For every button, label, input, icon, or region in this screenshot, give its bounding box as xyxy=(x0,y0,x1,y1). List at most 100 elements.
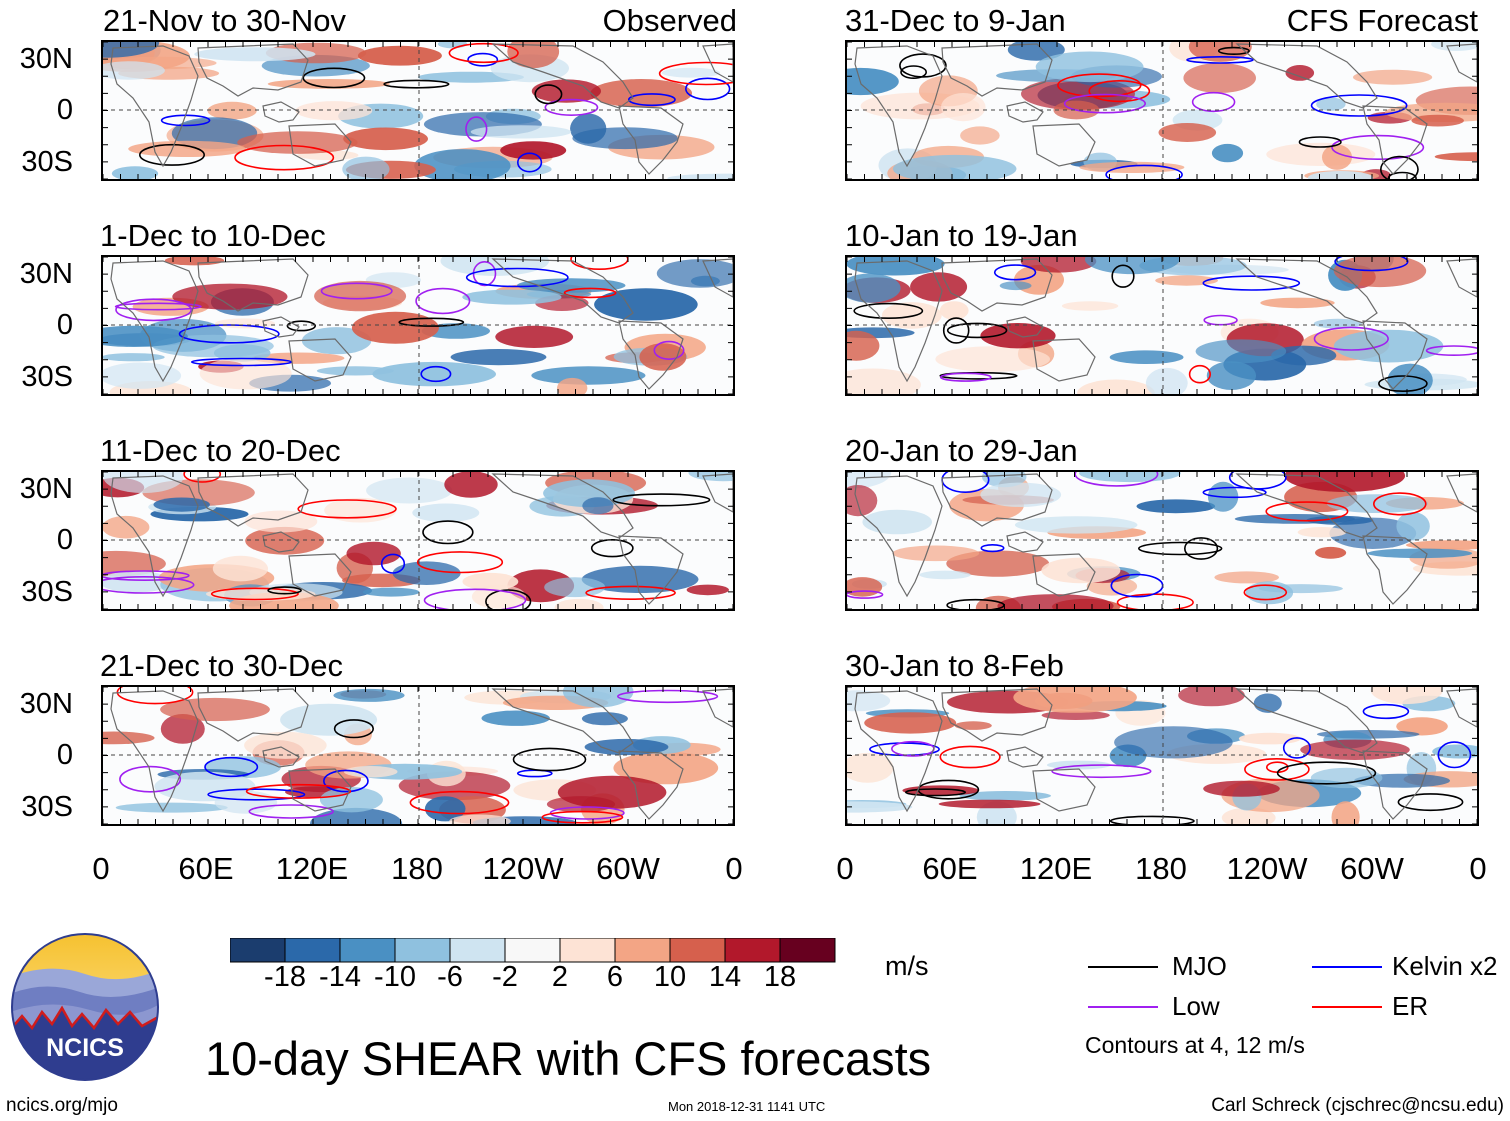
shear-anomaly xyxy=(1396,512,1430,541)
coastline xyxy=(288,768,352,812)
panel-title-4: 21-Dec to 30-Dec xyxy=(100,648,343,683)
shear-anomaly xyxy=(1014,516,1138,534)
contour-line xyxy=(942,317,970,344)
contour-line xyxy=(1109,815,1195,824)
shear-anomaly xyxy=(667,173,733,179)
shear-anomaly xyxy=(847,752,894,783)
colorbar-label: -14 xyxy=(319,961,361,993)
shear-anomaly xyxy=(237,131,358,154)
lat-label-30s: 30S xyxy=(21,791,73,823)
shear-anomaly xyxy=(444,472,498,498)
shear-anomaly xyxy=(959,791,1051,801)
colorbar-swatch xyxy=(284,938,341,963)
shear-anomaly xyxy=(1077,379,1155,394)
shear-anomaly xyxy=(343,127,428,151)
shear-anomaly xyxy=(1079,472,1181,483)
shear-anomaly xyxy=(960,126,1000,145)
shear-anomaly xyxy=(639,343,687,371)
shear-anomaly xyxy=(244,510,318,533)
contour-line xyxy=(267,586,302,595)
contour-line xyxy=(116,687,194,705)
contour-line xyxy=(1191,91,1236,113)
shear-anomaly xyxy=(661,67,721,78)
shear-anomaly xyxy=(1195,339,1287,364)
contour-line xyxy=(1202,486,1267,499)
shear-anomaly xyxy=(594,288,698,321)
cfs-forecast-label: CFS Forecast xyxy=(1286,3,1478,38)
coastline xyxy=(854,45,943,168)
coastline xyxy=(1362,535,1428,605)
shear-anomaly xyxy=(1136,499,1216,514)
contour-line xyxy=(1051,764,1152,779)
colorbar-swatch xyxy=(559,938,616,963)
contour-line xyxy=(422,520,474,545)
contour-line xyxy=(320,282,393,300)
shear-map xyxy=(847,257,1477,394)
shear-anomaly xyxy=(847,257,945,276)
contour-line xyxy=(1437,741,1472,769)
shear-anomaly xyxy=(207,101,257,120)
colorbar-label: 10 xyxy=(653,961,687,993)
shear-anomaly xyxy=(999,281,1032,291)
shear-anomaly xyxy=(1406,540,1477,550)
colorbar-swatch xyxy=(230,938,286,963)
shear-anomaly xyxy=(847,801,913,813)
shear-anomaly xyxy=(470,125,572,139)
author-credit: Carl Schreck (cjschrec@ncsu.edu) xyxy=(1211,1095,1504,1116)
shear-anomaly xyxy=(939,301,969,320)
colorbar-swatch xyxy=(449,938,506,963)
shear-anomaly xyxy=(686,584,729,596)
lat-label-30n: 30N xyxy=(19,258,73,290)
shear-anomaly xyxy=(554,598,604,609)
timestamp: Mon 2018-12-31 1141 UTC xyxy=(668,1099,826,1114)
shear-anomaly xyxy=(115,802,228,813)
contour-line xyxy=(1111,264,1135,288)
shear-anomaly xyxy=(847,330,880,361)
shear-anomaly xyxy=(1331,801,1360,824)
shear-map xyxy=(847,472,1477,609)
ncics-logo: NCICS xyxy=(11,933,159,1081)
lat-label-30n: 30N xyxy=(19,688,73,720)
map-panel-8 xyxy=(845,685,1479,826)
coastline xyxy=(262,746,300,768)
map-panel-4 xyxy=(101,685,735,826)
shear-anomaly xyxy=(366,477,453,504)
contour-line xyxy=(207,788,306,801)
shear-anomaly xyxy=(1206,361,1256,390)
contour-line xyxy=(1138,541,1223,556)
shear-map xyxy=(103,472,733,609)
contour-line xyxy=(939,371,1018,380)
shear-anomaly xyxy=(980,323,1056,349)
contour-line xyxy=(512,747,587,772)
shear-anomaly xyxy=(1326,494,1428,513)
lon-label-60e: 60E xyxy=(922,851,978,886)
shear-anomaly xyxy=(462,572,519,591)
shear-anomaly xyxy=(314,280,407,312)
shear-anomaly xyxy=(495,325,574,348)
shear-anomaly xyxy=(450,349,547,366)
contour-line xyxy=(853,302,924,320)
contour-line xyxy=(204,756,259,778)
lon-label-60e: 60E xyxy=(178,851,234,886)
site-link[interactable]: ncics.org/mjo xyxy=(6,1095,118,1116)
shear-anomaly xyxy=(1434,152,1477,162)
contour-line xyxy=(1063,93,1146,114)
shear-anomaly xyxy=(1109,350,1184,364)
coastline xyxy=(1362,750,1428,820)
coastline xyxy=(262,316,300,338)
contour-line xyxy=(1276,761,1377,785)
shear-anomaly xyxy=(251,352,345,364)
shear-anomaly xyxy=(500,141,567,160)
coastline xyxy=(702,473,733,513)
shear-anomaly xyxy=(372,361,497,387)
contour-line xyxy=(380,553,406,574)
contour-line xyxy=(423,588,527,609)
contour-line xyxy=(993,264,1037,281)
contour-line xyxy=(946,322,1008,339)
coastline xyxy=(941,43,1053,97)
coastline xyxy=(1446,473,1477,513)
shear-anomaly xyxy=(581,565,699,593)
contour-line xyxy=(465,116,488,142)
shear-anomaly xyxy=(1353,69,1433,85)
contour-line xyxy=(245,783,352,799)
